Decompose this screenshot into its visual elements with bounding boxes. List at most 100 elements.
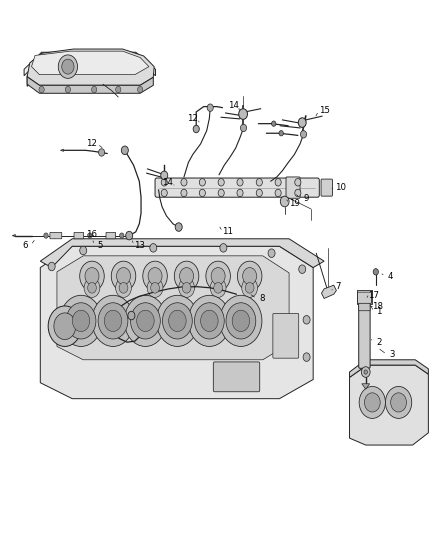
Circle shape	[156, 295, 198, 346]
Circle shape	[48, 306, 81, 346]
Circle shape	[119, 282, 128, 293]
Circle shape	[280, 196, 289, 207]
Polygon shape	[24, 52, 155, 76]
Circle shape	[121, 146, 128, 155]
Circle shape	[210, 278, 226, 297]
Circle shape	[116, 86, 121, 93]
Circle shape	[62, 59, 74, 74]
Circle shape	[180, 268, 194, 285]
Circle shape	[268, 249, 275, 257]
Circle shape	[120, 233, 124, 238]
FancyBboxPatch shape	[106, 232, 116, 239]
Circle shape	[201, 310, 218, 332]
Circle shape	[117, 268, 131, 285]
Circle shape	[385, 386, 412, 418]
Circle shape	[220, 244, 227, 252]
Polygon shape	[27, 60, 152, 86]
Circle shape	[226, 303, 256, 339]
Circle shape	[137, 310, 154, 332]
Circle shape	[60, 295, 102, 346]
Circle shape	[174, 261, 199, 291]
Circle shape	[175, 223, 182, 231]
Circle shape	[161, 171, 168, 180]
Circle shape	[218, 179, 224, 186]
Circle shape	[99, 149, 105, 156]
Circle shape	[299, 265, 306, 273]
Circle shape	[80, 261, 104, 291]
Circle shape	[364, 370, 367, 374]
Circle shape	[124, 295, 166, 346]
Circle shape	[88, 233, 92, 238]
FancyBboxPatch shape	[74, 232, 84, 239]
Circle shape	[199, 189, 205, 197]
Circle shape	[147, 278, 163, 297]
Circle shape	[88, 282, 96, 293]
Text: 6: 6	[23, 241, 28, 249]
FancyBboxPatch shape	[359, 303, 370, 311]
Circle shape	[256, 189, 262, 197]
Circle shape	[300, 131, 307, 138]
Circle shape	[194, 303, 224, 339]
Text: 8: 8	[259, 294, 265, 303]
Polygon shape	[27, 49, 154, 85]
Circle shape	[116, 278, 131, 297]
Circle shape	[148, 268, 162, 285]
Circle shape	[161, 189, 167, 197]
Polygon shape	[32, 51, 149, 75]
Circle shape	[295, 179, 301, 186]
FancyBboxPatch shape	[155, 178, 319, 197]
Circle shape	[66, 303, 96, 339]
Circle shape	[151, 282, 159, 293]
Polygon shape	[362, 384, 370, 389]
Circle shape	[85, 268, 99, 285]
Circle shape	[126, 231, 133, 240]
Circle shape	[373, 269, 378, 275]
FancyBboxPatch shape	[50, 232, 62, 239]
Text: 19: 19	[289, 199, 300, 208]
Text: 12: 12	[187, 114, 198, 123]
FancyBboxPatch shape	[213, 362, 260, 392]
Text: 12: 12	[86, 140, 98, 148]
Circle shape	[44, 233, 48, 238]
Circle shape	[84, 278, 100, 297]
Text: 16: 16	[85, 230, 97, 239]
Text: 9: 9	[303, 194, 308, 203]
FancyBboxPatch shape	[321, 179, 332, 196]
Text: 14: 14	[162, 178, 173, 187]
Circle shape	[240, 124, 247, 132]
Circle shape	[131, 303, 160, 339]
Circle shape	[237, 189, 243, 197]
Circle shape	[237, 179, 243, 186]
FancyBboxPatch shape	[357, 292, 371, 304]
Circle shape	[39, 86, 44, 93]
Circle shape	[275, 179, 281, 186]
Circle shape	[65, 86, 71, 93]
Polygon shape	[57, 256, 289, 360]
Circle shape	[361, 367, 370, 377]
Circle shape	[92, 86, 97, 93]
Circle shape	[111, 233, 115, 238]
Circle shape	[303, 353, 310, 361]
Polygon shape	[321, 285, 336, 298]
Circle shape	[232, 310, 250, 332]
Circle shape	[206, 261, 230, 291]
Circle shape	[104, 310, 122, 332]
Polygon shape	[40, 239, 324, 268]
Circle shape	[53, 233, 57, 238]
Text: 3: 3	[389, 350, 395, 359]
Text: 1: 1	[376, 308, 381, 316]
FancyBboxPatch shape	[286, 177, 300, 198]
Circle shape	[182, 282, 191, 293]
Polygon shape	[40, 246, 313, 399]
Circle shape	[181, 179, 187, 186]
Text: 11: 11	[222, 228, 233, 236]
Circle shape	[237, 261, 262, 291]
Circle shape	[54, 313, 76, 340]
Polygon shape	[27, 77, 153, 93]
Circle shape	[181, 189, 187, 197]
Circle shape	[364, 393, 380, 412]
Circle shape	[150, 244, 157, 252]
Text: 2: 2	[376, 338, 381, 346]
Circle shape	[193, 125, 199, 133]
Text: 7: 7	[336, 282, 341, 291]
